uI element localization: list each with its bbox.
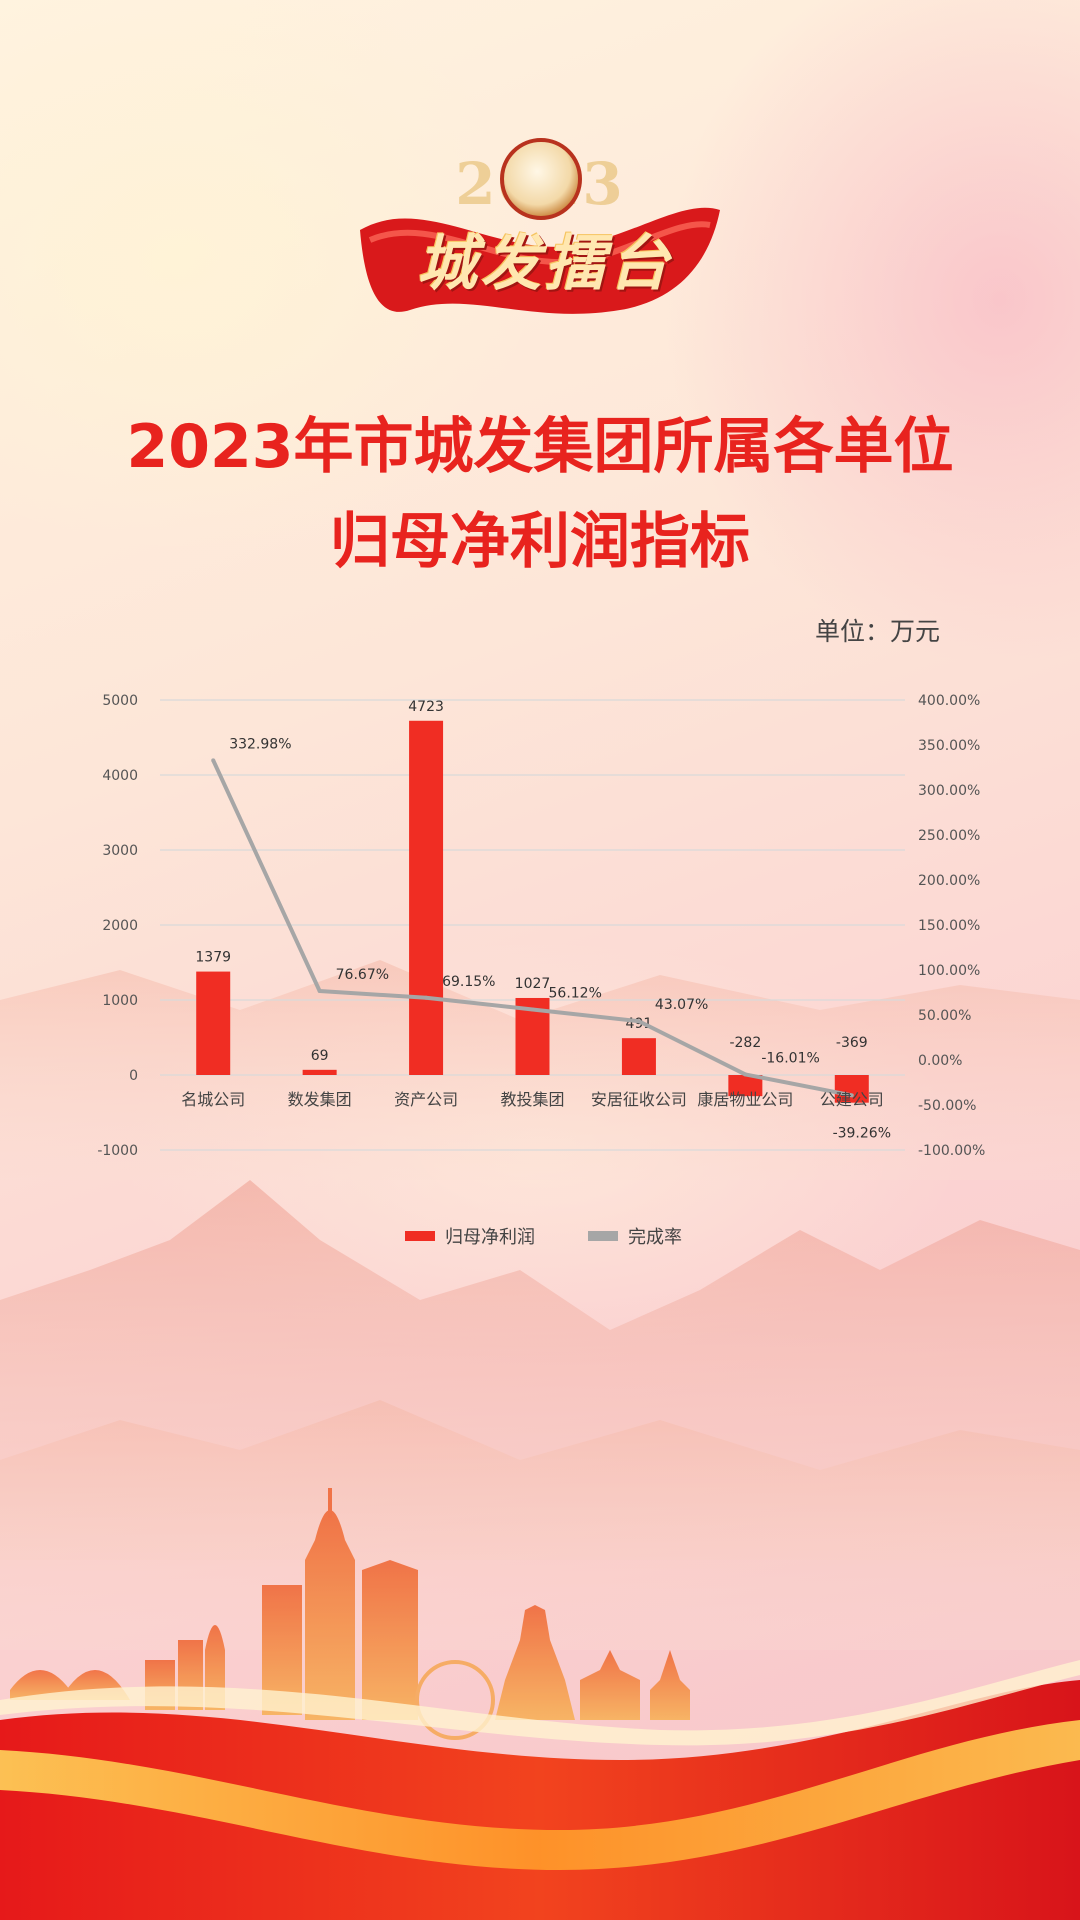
bar-series	[196, 720, 869, 1103]
left-tick-label: -1000	[97, 1143, 138, 1159]
category-label: 数发集团	[288, 1090, 352, 1109]
category-label: 教投集团	[500, 1090, 564, 1109]
line-point	[636, 1019, 641, 1024]
category-labels: 名城公司 数发集团 资产公司 教投集团 安居征收公司 康居物业公司 公建公司	[181, 1090, 884, 1109]
ribbon-icon	[360, 207, 720, 314]
right-tick-label: 400.00%	[918, 693, 980, 709]
left-tick-label: 5000	[102, 693, 138, 709]
left-tick-label: 1000	[102, 993, 138, 1009]
right-tick-label: -50.00%	[918, 1098, 976, 1114]
legend-label-line: 完成率	[628, 1227, 682, 1248]
line-value-label: 332.98%	[229, 736, 291, 752]
left-tick-label: 2000	[102, 918, 138, 934]
line-value-label: -39.26%	[833, 1125, 891, 1141]
right-tick-label: 300.00%	[918, 783, 980, 799]
line-point	[849, 1093, 854, 1098]
right-tick-label: 150.00%	[918, 918, 980, 934]
bar-value-label: 4723	[408, 699, 444, 715]
line-point	[743, 1072, 748, 1077]
category-label: 公建公司	[820, 1090, 884, 1109]
left-axis-ticks: -1000 0 1000 2000 3000 4000 5000	[97, 693, 138, 1159]
legend-label-bar: 归母净利润	[445, 1227, 535, 1248]
right-axis-ticks: -100.00% -50.00% 0.00% 50.00% 100.00% 150.00%…	[918, 693, 985, 1159]
banner-text: 城发擂台	[417, 229, 673, 299]
line-value-label: 76.67%	[336, 967, 389, 983]
category-label: 康居物业公司	[697, 1090, 793, 1109]
event-banner: 2023 城发擂台	[350, 130, 730, 330]
bar-value-label: 1379	[195, 950, 231, 966]
left-tick-label: 4000	[102, 768, 138, 784]
line-value-label: 69.15%	[442, 974, 495, 990]
line-series	[211, 758, 854, 1098]
right-tick-label: 350.00%	[918, 738, 980, 754]
bar	[834, 1075, 869, 1103]
category-label: 资产公司	[394, 1090, 458, 1109]
right-tick-label: 50.00%	[918, 1008, 971, 1024]
left-tick-label: 0	[129, 1068, 138, 1084]
line-value-label: 56.12%	[549, 985, 602, 1001]
left-tick-label: 3000	[102, 843, 138, 859]
page-title-line-1: 2023年市城发集团所属各单位	[126, 412, 954, 482]
bar-value-label: -369	[836, 1035, 868, 1051]
right-tick-label: 0.00%	[918, 1053, 962, 1069]
line-point	[317, 988, 322, 993]
profit-chart: -1000 0 1000 2000 3000 4000 5000 -100.00% -50.0…	[97, 693, 985, 1248]
right-tick-label: -100.00%	[918, 1143, 985, 1159]
legend-swatch-line	[588, 1231, 618, 1241]
bar-value-label: -282	[729, 1035, 761, 1051]
line-point	[530, 1007, 535, 1012]
ribbon-wave-gold	[0, 1720, 1080, 1870]
right-tick-label: 200.00%	[918, 873, 980, 889]
line-value-label: -16.01%	[761, 1050, 819, 1066]
bar	[196, 971, 231, 1075]
line-point	[424, 995, 429, 1000]
ribbon-wave-red	[0, 1680, 1080, 1920]
drum-icon	[500, 138, 582, 220]
bar	[302, 1069, 337, 1075]
bar	[409, 720, 444, 1075]
category-label: 安居征收公司	[591, 1090, 687, 1109]
bar-value-label: 69	[311, 1048, 329, 1064]
ribbon-wave-highlight	[0, 1660, 1080, 1746]
line-labels: 332.98% 76.67% 69.15% 56.12% 43.07% -16.01% -3…	[229, 736, 891, 1141]
unit-label: 单位：万元	[814, 617, 940, 646]
legend-swatch-bar	[405, 1231, 435, 1241]
page-title-line-2: 归母净利润指标	[330, 507, 750, 577]
bar	[728, 1075, 763, 1097]
bar	[621, 1038, 656, 1075]
line-value-label: 43.07%	[655, 997, 708, 1013]
right-tick-label: 100.00%	[918, 963, 980, 979]
right-tick-label: 250.00%	[918, 828, 980, 844]
line-point	[211, 758, 216, 763]
bar-value-label: 1027	[515, 976, 551, 992]
legend: 归母净利润 完成率	[405, 1227, 682, 1248]
category-label: 名城公司	[181, 1090, 245, 1109]
